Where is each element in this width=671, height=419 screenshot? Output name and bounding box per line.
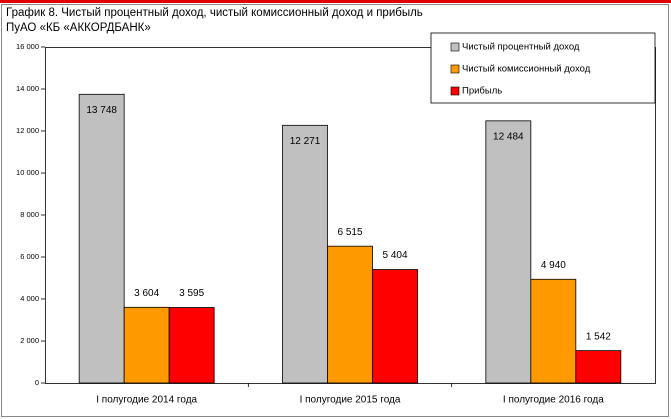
y-tick-label: 4 000 bbox=[20, 294, 39, 303]
legend-label: Прибыль bbox=[462, 86, 502, 97]
top-stripe bbox=[0, 0, 671, 3]
value-label: 3 604 bbox=[134, 288, 159, 299]
x-tick-label: I полугодие 2015 года bbox=[300, 395, 401, 406]
bar bbox=[282, 124, 328, 384]
legend-swatch bbox=[450, 64, 460, 74]
value-label: 1 542 bbox=[586, 331, 611, 342]
frame bbox=[1, 4, 669, 417]
legend-swatch bbox=[450, 86, 460, 96]
legend-label: Чистый процентный доход bbox=[462, 42, 580, 53]
bar bbox=[575, 350, 622, 384]
bar bbox=[78, 93, 125, 384]
value-label: 12 484 bbox=[493, 131, 524, 142]
value-label: 3 595 bbox=[179, 288, 204, 299]
legend-label: Чистый комиссионный доход bbox=[462, 64, 591, 75]
value-label: 5 404 bbox=[382, 250, 407, 261]
plot-area bbox=[45, 47, 656, 384]
value-label: 6 515 bbox=[337, 227, 362, 238]
y-tick-label: 12 000 bbox=[16, 126, 39, 135]
y-tick-label: 10 000 bbox=[16, 168, 39, 177]
y-tick-label: 6 000 bbox=[20, 252, 39, 261]
value-label: 4 940 bbox=[541, 260, 566, 271]
chart-title: График 8. Чистый процентный доход, чисты… bbox=[6, 7, 423, 34]
bar bbox=[485, 120, 532, 384]
y-tick-label: 0 bbox=[35, 378, 39, 387]
bar bbox=[168, 307, 215, 384]
y-tick-label: 14 000 bbox=[16, 84, 39, 93]
bar bbox=[327, 245, 373, 384]
x-tick-label: I полугодие 2014 года bbox=[96, 395, 197, 406]
bar bbox=[372, 269, 418, 384]
y-tick-label: 16 000 bbox=[16, 42, 39, 51]
y-tick-label: 2 000 bbox=[20, 336, 39, 345]
x-tick-label: I полугодие 2016 года bbox=[503, 395, 604, 406]
bar bbox=[123, 306, 170, 384]
legend-swatch bbox=[450, 42, 460, 52]
bar bbox=[530, 278, 577, 384]
y-tick-label: 8 000 bbox=[20, 210, 39, 219]
legend-box bbox=[430, 32, 656, 104]
value-label: 12 271 bbox=[290, 136, 321, 147]
value-label: 13 748 bbox=[86, 105, 117, 116]
